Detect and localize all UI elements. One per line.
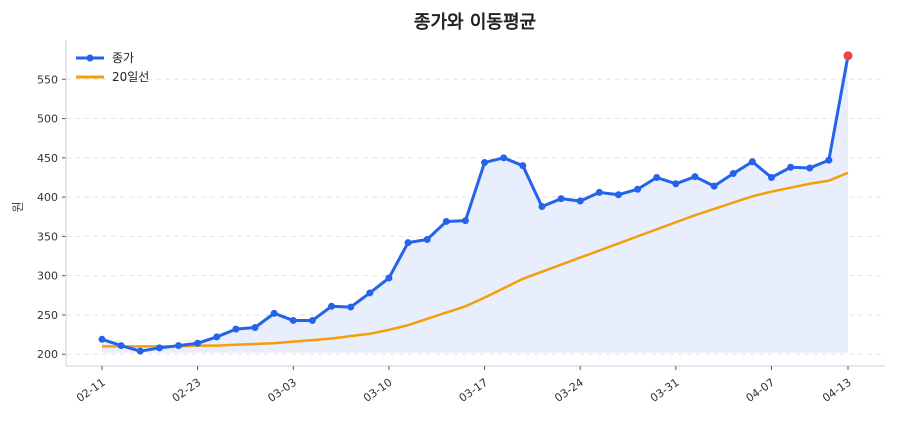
y-tick-label: 450 [37,152,58,165]
close-point [538,203,546,211]
x-tick-label: 04-07 [744,376,778,405]
close-point [213,333,221,341]
x-tick-label: 03-17 [457,376,491,405]
close-point [519,162,527,170]
close-point [595,188,603,196]
close-point [691,173,699,181]
last-close-point [843,51,853,61]
close-point [634,185,642,193]
y-tick-label: 400 [37,191,58,204]
y-tick-label: 350 [37,230,58,243]
close-point [653,173,661,181]
close-point [423,236,431,244]
close-point [155,344,163,352]
close-point [232,325,240,333]
close-point [672,180,680,188]
y-tick-label: 250 [37,309,58,322]
legend: 종가 20일선 [76,51,149,84]
close-point [748,158,756,166]
y-tick-label: 500 [37,113,58,126]
close-area-fill [102,55,848,353]
x-tick-label: 02-11 [74,376,108,405]
x-tick-label: 03-03 [265,376,299,405]
y-tick-label: 200 [37,348,58,361]
close-point [461,217,469,225]
x-tick-label: 03-31 [648,376,682,405]
close-point [194,339,202,347]
close-point [98,335,106,343]
y-axis-label: 원 [11,201,25,212]
close-point [787,163,795,171]
x-tick-label: 04-13 [820,376,854,405]
close-point [136,347,144,355]
close-point [308,316,316,324]
close-point [710,182,718,190]
close-point [500,154,508,162]
y-tick-label: 550 [37,73,58,86]
close-point [825,156,833,164]
close-point [175,342,183,350]
close-point [442,217,450,225]
close-point [347,303,355,311]
x-tick-label: 02-23 [170,376,204,405]
y-tick-label: 300 [37,270,58,283]
legend-label-ma20: 20일선 [112,70,149,84]
close-point [481,159,489,167]
legend-marker-close [86,54,94,62]
close-point [614,191,622,199]
chart-title: 종가와 이동평균 [414,12,536,33]
close-point [729,170,737,178]
legend-label-close: 종가 [112,51,134,65]
close-point [270,309,278,317]
close-point [385,274,393,282]
x-tick-label: 03-24 [552,376,586,405]
close-line [101,55,850,353]
close-point [289,316,297,324]
close-point [557,195,565,203]
close-point [366,289,374,297]
close-point [328,302,336,310]
close-point [767,173,775,181]
close-point [404,239,412,247]
close-point [576,197,584,205]
ma20-line [102,171,849,348]
close-point [117,342,125,350]
x-tick-label: 03-10 [361,376,395,405]
close-point [251,324,259,332]
close-point [806,164,814,172]
